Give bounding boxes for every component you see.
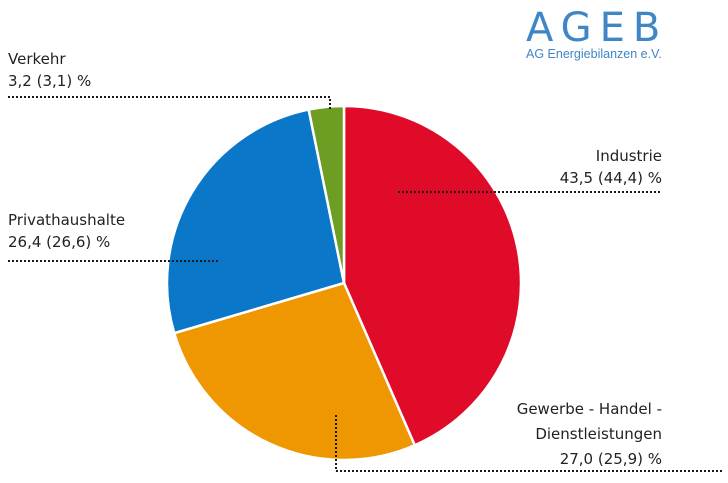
- label-privathaushalte-value: 26,4 (26,6) %: [8, 233, 111, 251]
- label-industrie-value: 43,5 (44,4) %: [559, 169, 662, 187]
- label-gewerbe-name-1: Gewerbe - Handel -: [516, 400, 662, 418]
- label-verkehr: Verkehr 3,2 (3,1) %: [8, 48, 91, 92]
- label-privathaushalte: Privathaushalte 26,4 (26,6) %: [8, 209, 125, 253]
- pie-slice-industrie: [342, 104, 523, 447]
- pie-slice-verkehr: [307, 104, 346, 285]
- label-industrie: Industrie 43,5 (44,4) %: [560, 145, 662, 189]
- pie-slice-privathaushalte: [165, 108, 346, 335]
- label-gewerbe-name-2: Dienstleistungen: [535, 425, 662, 443]
- logo-wordmark: AGEB: [526, 5, 669, 51]
- leader-verkehr: [8, 96, 331, 110]
- label-gewerbe-value: 27,0 (25,9) %: [559, 450, 662, 468]
- label-gewerbe: Gewerbe - Handel - Dienstleistungen 27,0…: [517, 397, 662, 472]
- leader-gewerbe: [335, 415, 724, 472]
- label-verkehr-name: Verkehr: [8, 50, 66, 68]
- label-industrie-name: Industrie: [595, 147, 662, 165]
- label-verkehr-value: 3,2 (3,1) %: [8, 72, 92, 90]
- label-privathaushalte-name: Privathaushalte: [8, 211, 126, 229]
- logo-subtitle: AG Energiebilanzen e.V.: [526, 47, 662, 61]
- ageb-logo: AGEB AG Energiebilanzen e.V.: [526, 6, 676, 61]
- pie-slice-gewerbe: [172, 281, 416, 462]
